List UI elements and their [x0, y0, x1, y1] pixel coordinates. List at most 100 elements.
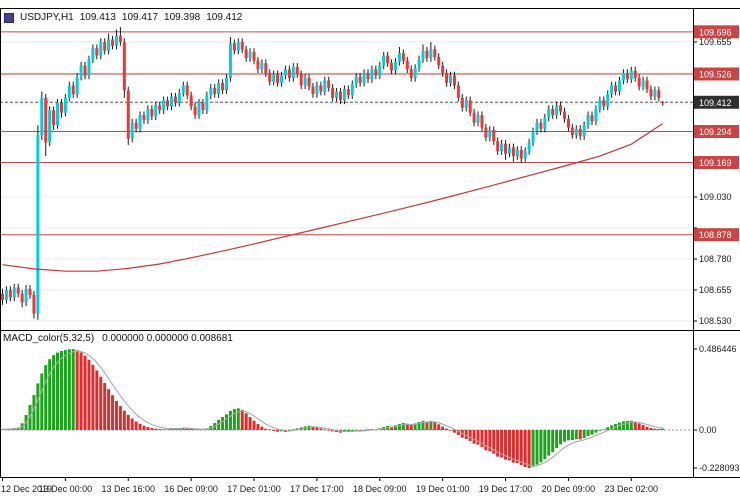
- macd-bar: [291, 429, 295, 430]
- candle-body: [177, 92, 181, 103]
- candle-body: [303, 77, 307, 86]
- macd-bar: [52, 355, 56, 430]
- candle-body: [409, 69, 413, 78]
- macd-bar: [71, 349, 75, 430]
- macd-bar: [480, 430, 484, 447]
- macd-bar: [661, 428, 665, 430]
- candle-body: [456, 85, 460, 98]
- macd-bar: [225, 414, 229, 430]
- macd-bar: [488, 430, 492, 452]
- macd-bar: [390, 426, 394, 430]
- candle-body: [445, 73, 449, 83]
- macd-bar: [56, 352, 60, 430]
- candle-body: [582, 125, 586, 137]
- candle-body: [335, 91, 339, 98]
- price-badge[interactable]: [694, 95, 739, 109]
- macd-bar: [307, 425, 311, 430]
- candle-body: [539, 122, 543, 129]
- candle-body: [67, 85, 71, 98]
- candle-body: [641, 80, 645, 87]
- candle-body: [488, 130, 492, 138]
- candle-body: [535, 122, 539, 132]
- macd-bar: [95, 370, 99, 430]
- macd-bar: [272, 430, 276, 431]
- candle-body: [268, 73, 272, 82]
- macd-bar: [244, 413, 248, 430]
- candle-body: [405, 60, 409, 70]
- macd-bar: [150, 428, 154, 430]
- macd-bar: [547, 430, 551, 456]
- price-tick-label: 108.530: [699, 316, 732, 326]
- macd-bar: [315, 427, 319, 430]
- candle-body: [63, 97, 67, 113]
- candle-body: [40, 97, 44, 135]
- candle-body: [52, 110, 56, 126]
- candle-body: [213, 87, 217, 95]
- price-badge[interactable]: [694, 125, 739, 139]
- candle-body: [189, 95, 193, 107]
- macd-bar: [327, 430, 331, 431]
- candle-body: [244, 49, 248, 59]
- macd-bar: [362, 430, 366, 431]
- candle-body: [252, 51, 256, 61]
- candle-body: [264, 63, 268, 73]
- ohlc-high-value: 109.417: [121, 12, 159, 23]
- price-badge[interactable]: [694, 67, 739, 81]
- candle-body: [523, 151, 527, 159]
- candle-body: [107, 39, 111, 51]
- macd-bar: [126, 414, 130, 430]
- time-label: 17 Dec 17:00: [290, 484, 344, 494]
- candle-body: [346, 89, 350, 96]
- macd-bar: [507, 430, 511, 461]
- candle-body: [162, 100, 166, 111]
- macd-bar: [413, 423, 417, 430]
- macd-bar: [397, 424, 401, 430]
- macd-bar: [48, 359, 52, 430]
- macd-bar: [134, 421, 138, 430]
- candle-body: [594, 108, 598, 122]
- candle-body: [468, 100, 472, 113]
- macd-bar: [350, 430, 354, 431]
- candle-body: [598, 100, 602, 109]
- macd-bar: [594, 430, 598, 433]
- candle-body: [633, 70, 637, 78]
- price-badge[interactable]: [694, 25, 739, 39]
- macd-bar: [331, 430, 335, 432]
- macd-name: MACD_color(5,32,5): [3, 333, 95, 344]
- macd-bar: [574, 430, 578, 439]
- candle-body: [500, 143, 504, 152]
- macd-bar: [582, 430, 586, 438]
- macd-bar: [319, 428, 323, 430]
- macd-bar: [452, 430, 456, 433]
- symbol-period-label: USDJPY,H1: [20, 12, 74, 23]
- candle-body: [138, 115, 142, 129]
- macd-bar: [28, 405, 32, 430]
- candle-body: [118, 35, 122, 42]
- candle-body: [452, 75, 456, 86]
- candle-body: [370, 69, 374, 80]
- macd-bar: [539, 430, 543, 463]
- macd-bar: [142, 425, 146, 430]
- macd-bar: [472, 430, 476, 444]
- price-badge[interactable]: [694, 228, 739, 242]
- price-badge[interactable]: [694, 156, 739, 170]
- candle-body: [519, 149, 523, 159]
- candle-body: [283, 69, 287, 76]
- macd-bar: [562, 430, 566, 442]
- candle-body: [280, 75, 284, 83]
- candle-body: [362, 73, 366, 83]
- candle-body: [496, 141, 500, 152]
- candle-body: [272, 74, 276, 82]
- candle-body: [586, 115, 590, 126]
- macd-bar: [173, 428, 177, 430]
- macd-bar: [177, 428, 181, 430]
- macd-bar: [59, 350, 63, 430]
- price-tick-label: 108.780: [699, 254, 732, 264]
- candle-body: [358, 76, 362, 83]
- macd-bar: [409, 425, 413, 430]
- price-tick-label: 108.655: [699, 285, 732, 295]
- macd-bar: [641, 425, 645, 430]
